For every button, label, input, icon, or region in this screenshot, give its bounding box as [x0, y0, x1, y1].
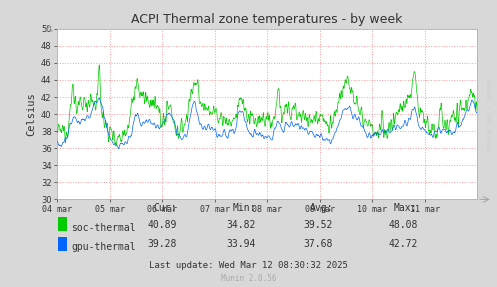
Text: 34.82: 34.82 [227, 220, 256, 230]
Text: 37.68: 37.68 [304, 239, 333, 249]
Text: Cur:: Cur: [153, 203, 176, 213]
Text: 39.52: 39.52 [304, 220, 333, 230]
Text: 33.94: 33.94 [227, 239, 256, 249]
Text: 48.08: 48.08 [388, 220, 417, 230]
Text: 39.28: 39.28 [147, 239, 176, 249]
Text: Max:: Max: [394, 203, 417, 213]
Text: 42.72: 42.72 [388, 239, 417, 249]
Y-axis label: Celsius: Celsius [27, 92, 37, 136]
Text: gpu-thermal: gpu-thermal [71, 242, 136, 252]
Text: RRDTOOL / TOBI OETIKER: RRDTOOL / TOBI OETIKER [486, 79, 491, 151]
Text: 40.89: 40.89 [147, 220, 176, 230]
Text: Min:: Min: [233, 203, 256, 213]
Title: ACPI Thermal zone temperatures - by week: ACPI Thermal zone temperatures - by week [131, 13, 403, 26]
Text: Avg:: Avg: [310, 203, 333, 213]
Text: soc-thermal: soc-thermal [71, 223, 136, 233]
Text: Last update: Wed Mar 12 08:30:32 2025: Last update: Wed Mar 12 08:30:32 2025 [149, 261, 348, 270]
Text: Munin 2.0.56: Munin 2.0.56 [221, 274, 276, 283]
